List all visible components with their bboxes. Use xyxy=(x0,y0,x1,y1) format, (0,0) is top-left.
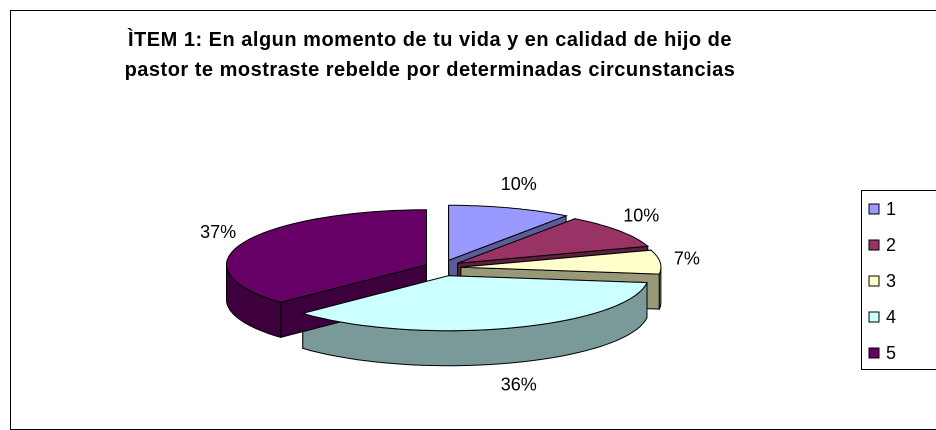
legend-swatch xyxy=(868,275,880,287)
legend-swatch xyxy=(868,203,880,215)
data-label: 37% xyxy=(200,222,236,242)
data-label: 7% xyxy=(674,249,700,269)
legend-label: 4 xyxy=(886,307,896,327)
legend-label: 2 xyxy=(886,235,896,255)
data-label: 10% xyxy=(501,174,537,194)
slice xyxy=(226,209,427,303)
data-label: 10% xyxy=(623,206,659,226)
legend-label: 3 xyxy=(886,271,896,291)
legend-swatch xyxy=(868,311,880,323)
legend-swatch xyxy=(868,347,880,359)
legend-items: 1 2 3 4 5 xyxy=(868,199,896,363)
slice xyxy=(457,218,650,264)
legend: 1 2 3 4 5 xyxy=(861,190,936,370)
legend-label: 5 xyxy=(886,343,896,363)
chart-title: ÌTEM 1: En algun momento de tu vida y en… xyxy=(124,29,736,81)
slice xyxy=(300,275,648,332)
legend-label: 1 xyxy=(886,199,896,219)
chart: 10% 10% 7% 36% 37% xyxy=(200,174,700,394)
page: {"chart_data": {"type": "pie", "title": … xyxy=(10,10,936,430)
legend-swatch xyxy=(868,239,880,251)
slice xyxy=(460,249,662,275)
slice xyxy=(448,204,568,262)
data-label: 36% xyxy=(501,374,537,394)
